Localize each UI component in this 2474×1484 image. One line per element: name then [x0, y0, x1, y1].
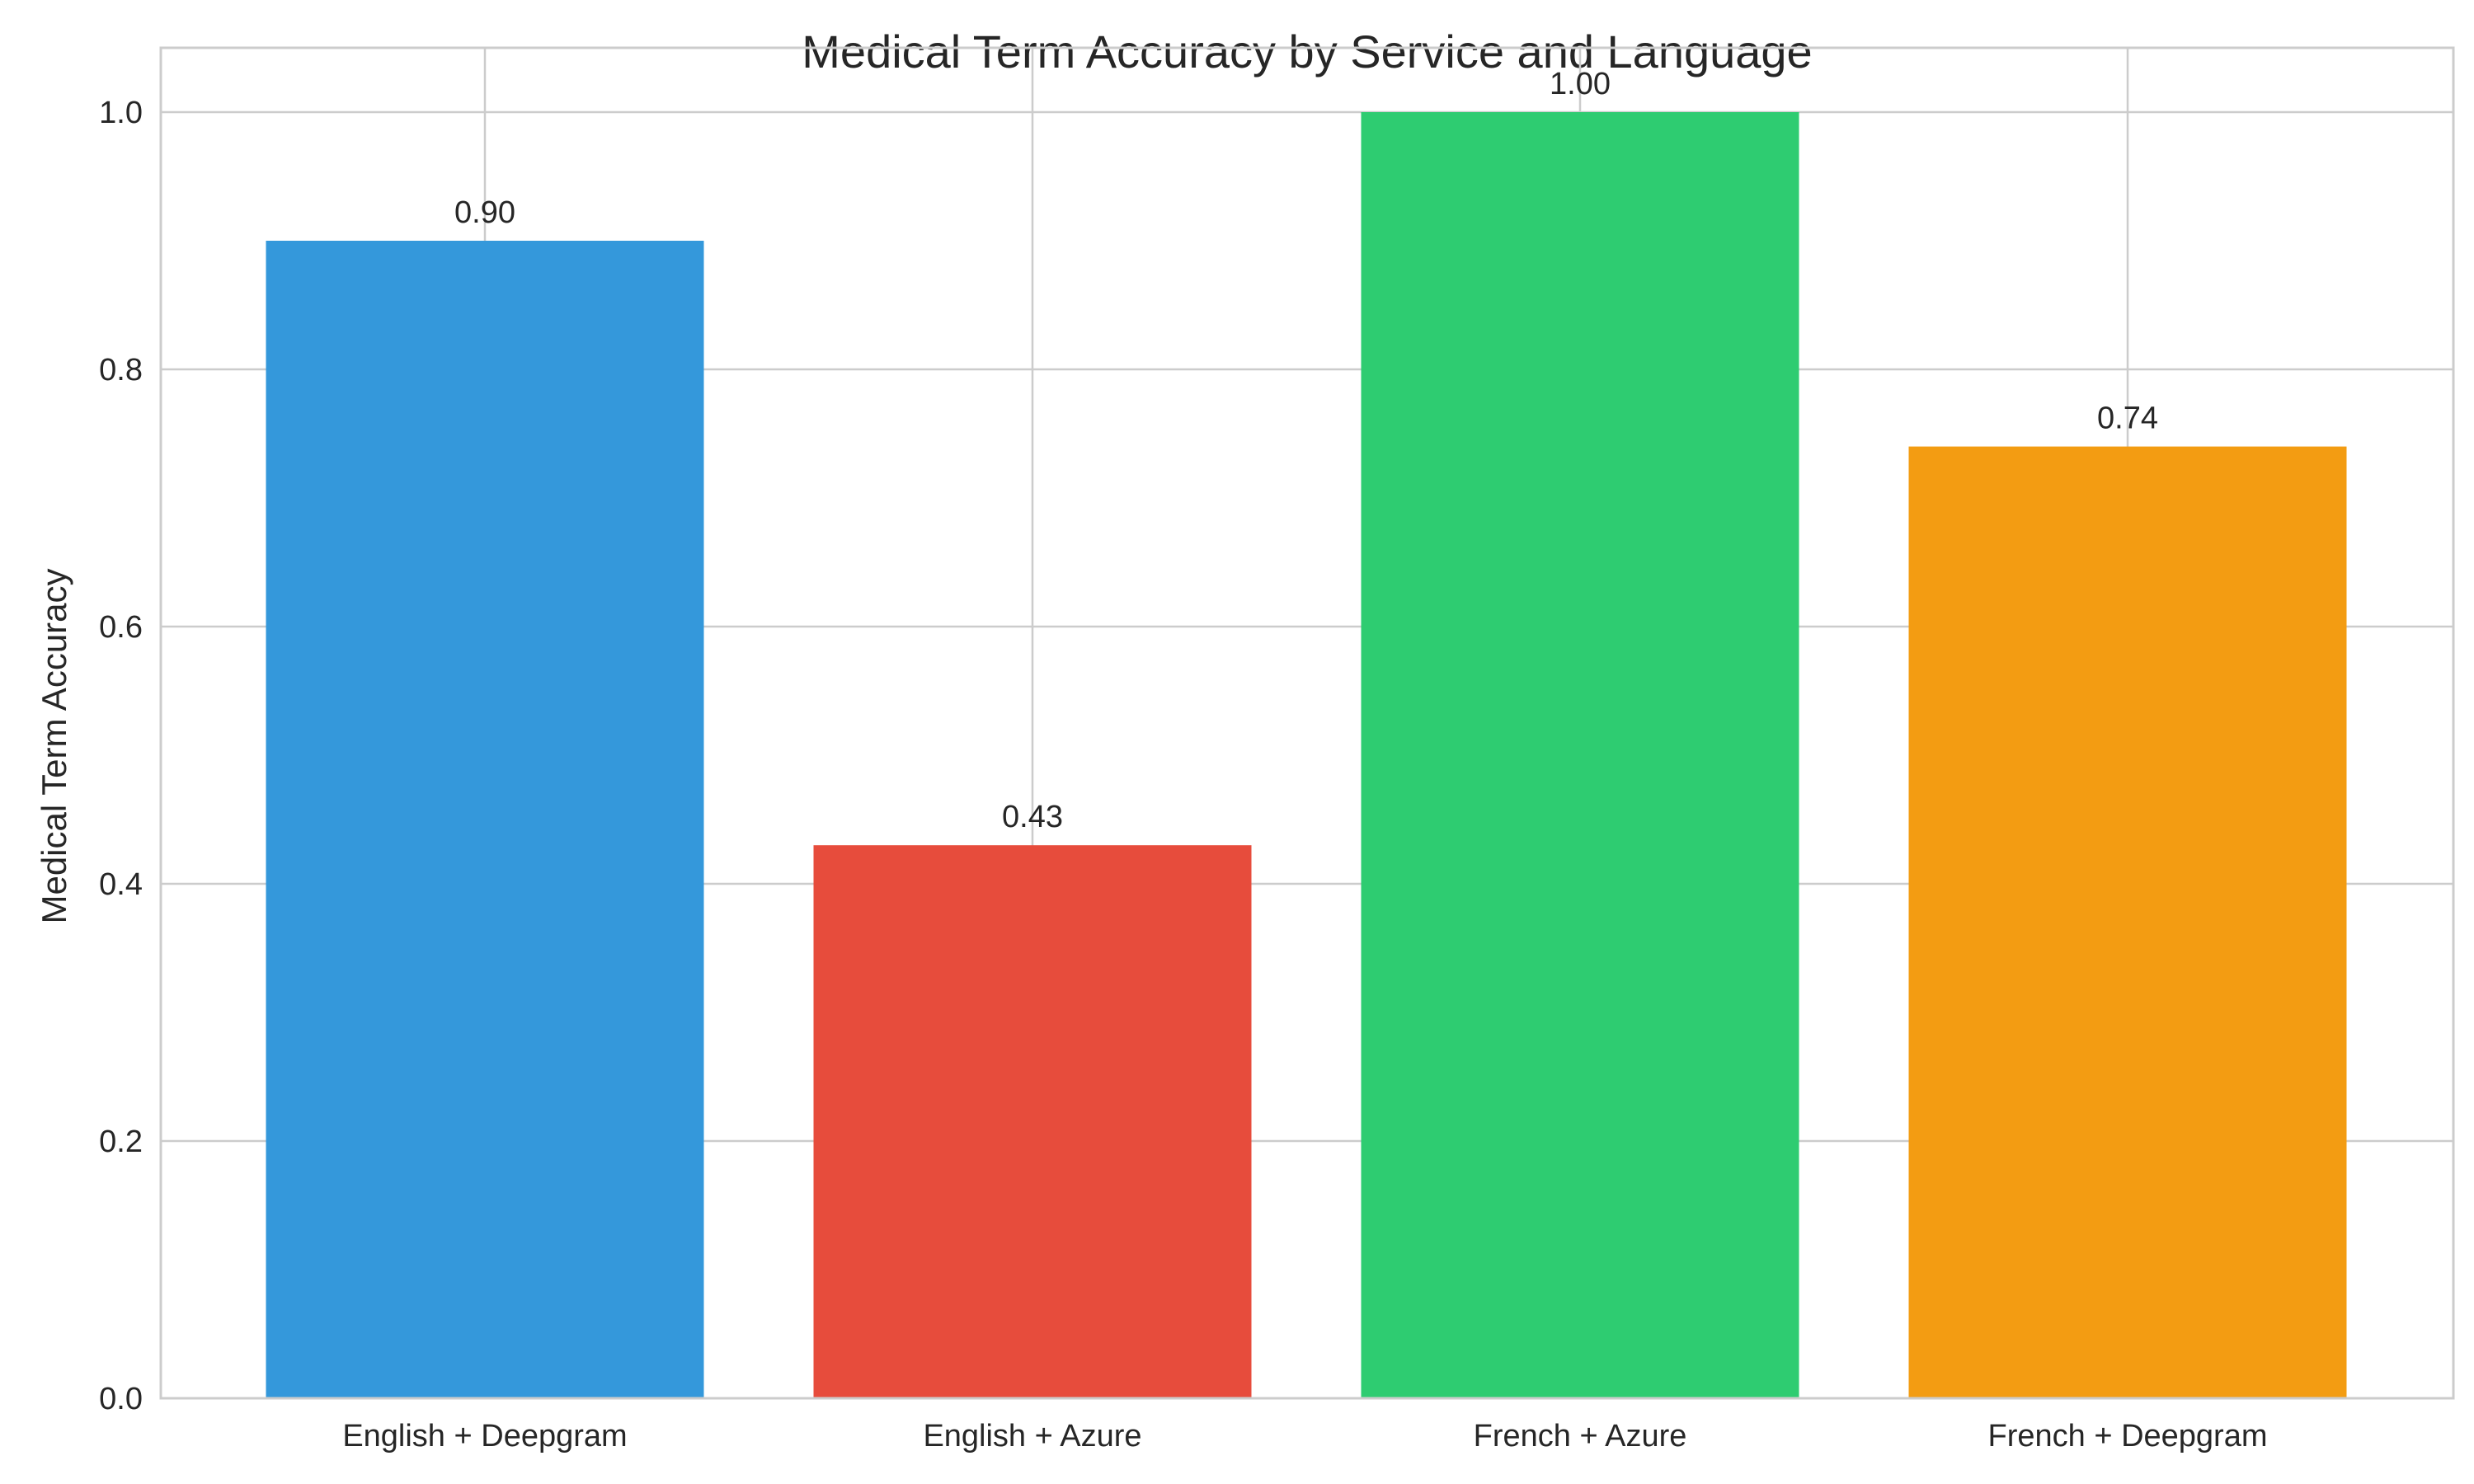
x-tick-label: English + Azure — [923, 1419, 1141, 1453]
y-tick-label: 0.0 — [99, 1382, 143, 1416]
y-tick-label: 0.8 — [99, 353, 143, 387]
x-tick-label: French + Azure — [1474, 1419, 1687, 1453]
x-tick-label: English + Deepgram — [342, 1419, 627, 1453]
x-tick-label: French + Deepgram — [1988, 1419, 2268, 1453]
bar — [266, 241, 704, 1398]
bar — [813, 845, 1252, 1398]
bars — [266, 112, 2347, 1398]
bar-value-label: 0.74 — [2097, 402, 2158, 436]
y-tick-labels: 0.0 0.2 0.4 0.6 0.8 1.0 — [99, 96, 143, 1416]
bar-value-label: 0.90 — [454, 195, 515, 230]
bar — [1908, 446, 2347, 1398]
y-tick-label: 0.2 — [99, 1125, 143, 1159]
y-axis-label: Medical Term Accuracy — [35, 568, 73, 923]
y-tick-label: 0.6 — [99, 610, 143, 645]
bar-value-label: 0.43 — [1002, 800, 1063, 834]
plot-area-frame — [159, 46, 2455, 1400]
bar-value-label: 1.00 — [1550, 67, 1611, 101]
y-tick-label: 0.4 — [99, 867, 143, 902]
x-tick-labels: English + Deepgram English + Azure French … — [342, 1419, 2267, 1453]
data-labels: 0.90 0.43 1.00 0.74 — [454, 67, 2158, 834]
y-tick-label: 1.0 — [99, 96, 143, 130]
chart-title: Medical Term Accuracy by Service and Lan… — [802, 26, 1812, 77]
bar — [1361, 112, 1799, 1398]
